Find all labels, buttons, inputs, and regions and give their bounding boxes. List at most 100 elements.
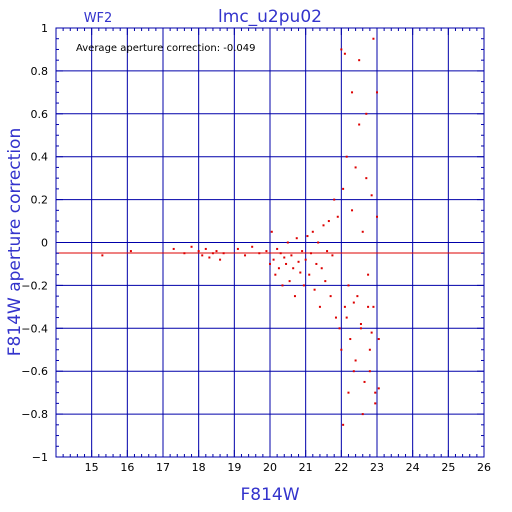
data-point: [301, 250, 304, 253]
data-point: [304, 258, 307, 261]
data-point: [338, 327, 341, 330]
data-point: [340, 48, 343, 51]
y-tick-label: 1: [41, 22, 48, 35]
x-tick-label: 21: [299, 461, 313, 474]
data-point: [359, 323, 362, 326]
data-point: [326, 250, 329, 253]
data-point: [333, 198, 336, 201]
x-tick-label: 26: [477, 461, 491, 474]
data-point: [343, 52, 346, 55]
y-tick-label: 0.6: [31, 108, 49, 121]
data-point: [367, 273, 370, 276]
data-point: [370, 194, 373, 197]
data-point: [351, 209, 354, 212]
average-annotation: Average aperture correction: -0.049: [76, 43, 256, 54]
data-point: [370, 331, 373, 334]
grid-lines: [56, 27, 485, 458]
data-point: [201, 254, 204, 257]
data-points: [101, 37, 380, 426]
x-tick-label: 19: [227, 461, 241, 474]
data-point: [359, 327, 362, 330]
data-point: [293, 295, 296, 298]
chart-subtitle: WF2: [84, 11, 113, 26]
data-point: [368, 370, 371, 373]
data-point: [334, 316, 337, 319]
data-point: [336, 215, 339, 218]
x-tick-label: 20: [263, 461, 277, 474]
data-point: [236, 247, 239, 250]
x-tick-label: 17: [156, 461, 170, 474]
data-point: [361, 413, 364, 416]
data-point: [274, 273, 277, 276]
data-point: [295, 237, 298, 240]
data-point: [302, 284, 305, 287]
data-point: [277, 267, 280, 270]
data-point: [129, 250, 132, 253]
data-point: [340, 348, 343, 351]
data-point: [318, 305, 321, 308]
data-point: [272, 258, 275, 261]
data-point: [377, 387, 380, 390]
data-point: [269, 262, 271, 265]
data-point: [324, 280, 327, 283]
data-point: [292, 267, 295, 270]
data-point: [347, 284, 350, 287]
data-point: [215, 250, 218, 253]
data-point: [358, 59, 361, 62]
y-tick-label: 0.2: [31, 194, 49, 207]
data-point: [197, 250, 200, 253]
data-point: [351, 91, 354, 94]
data-point: [308, 273, 311, 276]
data-point: [358, 123, 361, 126]
data-point: [244, 254, 247, 257]
data-point: [297, 260, 300, 263]
data-point: [286, 241, 289, 244]
data-point: [311, 230, 314, 233]
data-point: [190, 245, 193, 248]
data-point: [208, 256, 211, 259]
data-point: [356, 295, 359, 298]
data-point: [329, 295, 332, 298]
data-point: [222, 252, 225, 255]
data-point: [376, 215, 378, 218]
data-point: [349, 338, 352, 341]
data-point: [258, 252, 261, 255]
y-tick-label: −0.8: [21, 408, 48, 421]
data-point: [342, 187, 345, 190]
data-point: [270, 230, 273, 233]
data-point: [374, 402, 377, 405]
x-axis-label: F814W: [240, 485, 299, 505]
y-axis-label: F814W aperture correction: [5, 128, 25, 356]
data-point: [172, 247, 175, 250]
data-point: [363, 380, 366, 383]
data-point: [315, 262, 318, 265]
data-point: [276, 247, 279, 250]
data-point: [354, 359, 357, 362]
x-tick-label: 15: [85, 461, 99, 474]
data-point: [372, 305, 375, 308]
data-point: [352, 370, 355, 373]
chart-title: lmc_u2pu02: [218, 7, 322, 27]
data-point: [204, 247, 207, 250]
y-tick-label: 0.8: [31, 65, 49, 78]
data-point: [365, 177, 368, 180]
x-tick-label: 23: [370, 461, 384, 474]
data-point: [251, 245, 254, 248]
x-tick-label: 24: [406, 461, 420, 474]
data-point: [101, 254, 104, 257]
data-point: [345, 316, 348, 319]
data-point: [279, 252, 282, 255]
y-tick-label: 0: [41, 237, 48, 250]
data-point: [310, 252, 313, 255]
data-point: [342, 423, 345, 426]
data-point: [320, 267, 323, 270]
data-point: [290, 254, 293, 257]
data-point: [372, 37, 375, 40]
data-point: [317, 241, 320, 244]
y-tick-label: 0.4: [31, 151, 49, 164]
data-point: [327, 220, 330, 223]
minor-ticks: [55, 27, 485, 458]
data-point: [368, 348, 371, 351]
data-point: [343, 305, 346, 308]
y-tick-label: −1: [32, 451, 48, 464]
